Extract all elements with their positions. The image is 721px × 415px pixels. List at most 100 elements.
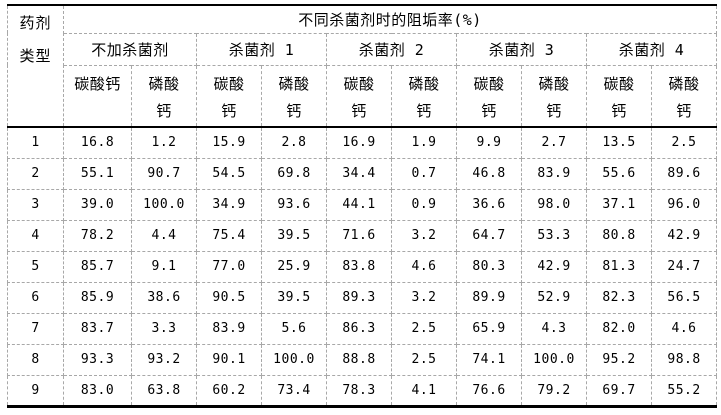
subcolumn-header-line: 碳酸 (603, 74, 635, 93)
data-cell: 2.5 (391, 312, 457, 345)
table-row: 9 83.0 63.8 60.2 73.4 78.3 4.1 76.6 79.2 69.7 55.2 (7, 374, 718, 407)
data-cell: 2.7 (521, 126, 587, 159)
table-row: 6 85.9 38.6 90.5 39.5 89.3 3.2 89.9 52.9 82.3 56.5 (7, 281, 718, 314)
data-cell: 82.0 (586, 312, 652, 345)
data-cell: 89.3 (326, 281, 392, 314)
data-cell: 38.6 (131, 281, 197, 314)
data-cell: 85.7 (63, 250, 132, 283)
group-header: 不加杀菌剂 (63, 32, 197, 66)
subcolumn-header-line: 钙 (676, 101, 692, 120)
data-cell: 53.3 (521, 219, 587, 252)
data-cell: 98.8 (650, 343, 718, 376)
data-cell: 79.2 (521, 374, 587, 407)
data-cell: 56.5 (650, 281, 718, 314)
data-cell: 93.2 (131, 343, 197, 376)
subcolumn-header: 碳酸钙 (586, 64, 652, 128)
data-cell: 60.2 (196, 374, 262, 407)
subcolumn-header: 碳酸钙 (196, 64, 262, 128)
data-cell: 3.2 (391, 219, 457, 252)
table-row: 1 16.8 1.2 15.9 2.8 16.9 1.9 9.9 2.7 13.5 2.5 (7, 126, 718, 159)
data-cell: 81.3 (586, 250, 652, 283)
table-row: 3 39.0 100.0 34.9 93.6 44.1 0.9 36.6 98.0 37.1 96.… (7, 188, 718, 221)
data-cell: 5.6 (261, 312, 327, 345)
data-cell: 75.4 (196, 219, 262, 252)
data-cell: 96.0 (650, 188, 718, 221)
subcolumn-header-line: 碳酸钙 (74, 74, 121, 93)
row-id: 8 (7, 343, 64, 376)
data-cell: 39.5 (261, 219, 327, 252)
subcolumn-header: 磷酸钙 (391, 64, 457, 128)
row-id: 1 (7, 126, 64, 159)
subcolumn-header: 磷酸钙 (650, 64, 718, 128)
data-cell: 64.7 (456, 219, 522, 252)
main-header-title: 不同杀菌剂时的阻垢率(%) (62, 4, 718, 34)
row-id: 2 (7, 157, 64, 190)
data-cell: 46.8 (456, 157, 522, 190)
data-cell: 85.9 (63, 281, 132, 314)
data-cell: 55.6 (586, 157, 652, 190)
data-cell: 77.0 (196, 250, 262, 283)
data-cell: 69.7 (586, 374, 652, 407)
data-cell: 86.3 (326, 312, 392, 345)
data-cell: 24.7 (650, 250, 718, 283)
subcolumn-header-line: 碳酸 (473, 74, 505, 93)
row-id: 3 (7, 188, 64, 221)
subcolumn-header-line: 钙 (481, 101, 497, 120)
data-cell: 78.3 (326, 374, 392, 407)
data-cell: 100.0 (261, 343, 327, 376)
data-cell: 39.0 (63, 188, 132, 221)
data-cell: 1.9 (391, 126, 457, 159)
data-cell: 4.4 (131, 219, 197, 252)
table-row: 7 83.7 3.3 83.9 5.6 86.3 2.5 65.9 4.3 82.0 4.6 (7, 312, 718, 345)
data-cell: 3.2 (391, 281, 457, 314)
data-cell: 2.5 (650, 126, 718, 159)
data-cell: 69.8 (261, 157, 327, 190)
data-cell: 55.2 (650, 374, 718, 407)
data-cell: 4.6 (650, 312, 718, 345)
subcolumn-header-line: 碳酸 (213, 74, 245, 93)
data-cell: 78.2 (63, 219, 132, 252)
data-cell: 0.7 (391, 157, 457, 190)
data-cell: 93.3 (63, 343, 132, 376)
header-row-groups: 不加杀菌剂 杀菌剂 1 杀菌剂 2 杀菌剂 3 杀菌剂 4 (8, 32, 718, 66)
data-cell: 4.3 (521, 312, 587, 345)
data-cell: 89.9 (456, 281, 522, 314)
table-row: 8 93.3 93.2 90.1 100.0 88.8 2.5 74.1 100.0 95.2 98… (7, 343, 718, 376)
data-cell: 16.9 (326, 126, 392, 159)
subcolumn-header-line: 钙 (546, 101, 562, 120)
subcolumn-header-line: 钙 (416, 101, 432, 120)
data-cell: 37.1 (586, 188, 652, 221)
data-cell: 83.7 (63, 312, 132, 345)
header-row-title: 药剂 类型 不同杀菌剂时的阻垢率(%) (7, 4, 718, 128)
data-cell: 42.9 (521, 250, 587, 283)
data-cell: 93.6 (261, 188, 327, 221)
data-cell: 4.6 (391, 250, 457, 283)
subcolumn-header: 磷酸钙 (261, 64, 327, 128)
data-cell: 25.9 (261, 250, 327, 283)
row-id: 5 (7, 250, 64, 283)
data-cell: 90.5 (196, 281, 262, 314)
data-cell: 9.9 (456, 126, 522, 159)
table-header: 药剂 类型 不同杀菌剂时的阻垢率(%) 不加杀菌剂 杀菌剂 1 杀菌剂 2 杀菌剂 3… (7, 4, 718, 128)
data-cell: 100.0 (131, 188, 197, 221)
data-cell: 76.6 (456, 374, 522, 407)
subcolumn-header-line: 钙 (286, 101, 302, 120)
data-cell: 42.9 (650, 219, 718, 252)
subcolumn-header-line: 磷酸 (278, 74, 310, 93)
data-cell: 39.5 (261, 281, 327, 314)
data-cell: 36.6 (456, 188, 522, 221)
subcolumn-header: 碳酸钙 (326, 64, 392, 128)
subcolumn-header-line: 碳酸 (343, 74, 375, 93)
subcolumn-header: 碳酸钙 (456, 64, 522, 128)
data-cell: 83.8 (326, 250, 392, 283)
subcolumn-header-line: 钙 (351, 101, 367, 120)
row-id: 6 (7, 281, 64, 314)
data-cell: 0.9 (391, 188, 457, 221)
group-header: 杀菌剂 2 (326, 32, 457, 66)
data-cell: 65.9 (456, 312, 522, 345)
data-cell: 83.9 (521, 157, 587, 190)
data-cell: 52.9 (521, 281, 587, 314)
data-cell: 63.8 (131, 374, 197, 407)
data-cell: 80.3 (456, 250, 522, 283)
